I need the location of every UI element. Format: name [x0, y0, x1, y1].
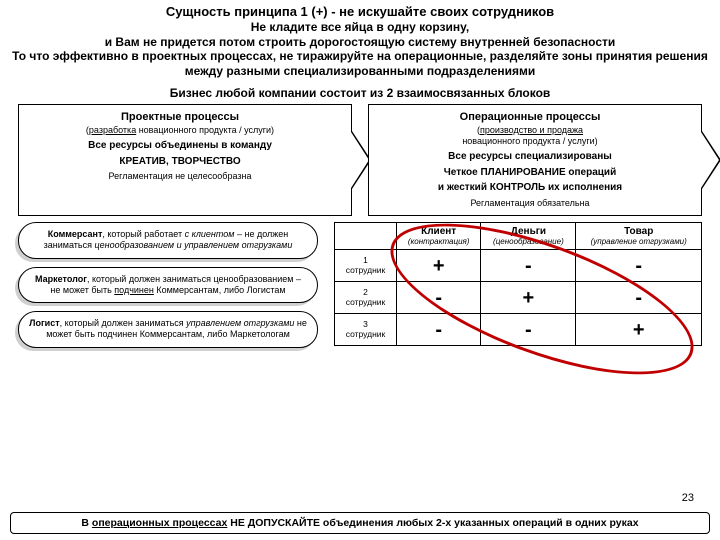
col-klient: Клиент(контрактация): [397, 223, 481, 250]
col-dengi: Деньги(ценообразование): [481, 223, 576, 250]
row2-label: 2сотрудник: [335, 282, 397, 314]
cell-1-1: +: [397, 250, 481, 282]
lower-row: Коммерсант, который работает с клиентом …: [0, 216, 720, 348]
cell-1-2: -: [481, 250, 576, 282]
project-reg: Регламентация не целесообразна: [27, 171, 333, 182]
table-row: 3сотрудник - - +: [335, 314, 702, 346]
oper-sub: (производство и продажановационного прод…: [377, 125, 683, 148]
col-tovar: Товар(управление отгрузками): [576, 223, 702, 250]
oper-title: Операционные процессы: [377, 111, 683, 125]
header-block: Сущность принципа 1 (+) - не искушайте с…: [0, 0, 720, 78]
header-line1: Сущность принципа 1 (+) - не искушайте с…: [10, 4, 710, 19]
matrix-wrap: Клиент(контрактация) Деньги(ценообразова…: [334, 222, 702, 346]
project-title: Проектные процессы: [27, 111, 333, 125]
project-line-a: Все ресурсы объединены в команду: [27, 140, 333, 153]
oper-reg: Регламентация обязательна: [377, 198, 683, 209]
row1-label: 1сотрудник: [335, 250, 397, 282]
cell-2-3: -: [576, 282, 702, 314]
arrow-row: Проектные процессы (разработка новационн…: [0, 104, 720, 216]
table-row: 2сотрудник - + -: [335, 282, 702, 314]
cell-2-2: +: [481, 282, 576, 314]
subheading: Бизнес любой компании состоит из 2 взаим…: [0, 86, 720, 100]
bubble-kommerсant: Коммерсант, который работает с клиентом …: [18, 222, 318, 259]
matrix-corner: [335, 223, 397, 250]
operational-processes-box: Операционные процессы (производство и пр…: [368, 104, 702, 216]
page-number: 23: [682, 492, 694, 504]
cell-2-1: -: [397, 282, 481, 314]
bubbles-column: Коммерсант, который работает с клиентом …: [18, 222, 318, 348]
project-processes-box: Проектные процессы (разработка новационн…: [18, 104, 352, 216]
table-row: 1сотрудник + - -: [335, 250, 702, 282]
footer-bar: В операционных процессах НЕ ДОПУСКАЙТЕ о…: [10, 512, 710, 534]
oper-line-b2: и жесткий КОНТРОЛЬ их исполнения: [377, 182, 683, 195]
row3-label: 3сотрудник: [335, 314, 397, 346]
cell-3-2: -: [481, 314, 576, 346]
project-sub: (разработка новационного продукта / услу…: [27, 125, 333, 136]
matrix-header-row: Клиент(контрактация) Деньги(ценообразова…: [335, 223, 702, 250]
cell-1-3: -: [576, 250, 702, 282]
header-line3: и Вам не придется потом строить дорогост…: [10, 35, 710, 49]
cell-3-1: -: [397, 314, 481, 346]
bubble-marketolog: Маркетолог, который должен заниматься це…: [18, 267, 318, 304]
bubble-logist: Логист, который должен заниматься управл…: [18, 311, 318, 348]
header-line2: Не кладите все яйца в одну корзину,: [10, 20, 710, 34]
header-line4: То что эффективно в проектных процессах,…: [10, 49, 710, 78]
oper-line-a: Все ресурсы специализированы: [377, 151, 683, 164]
cell-3-3: +: [576, 314, 702, 346]
project-line-b: КРЕАТИВ, ТВОРЧЕСТВО: [27, 156, 333, 169]
matrix-table: Клиент(контрактация) Деньги(ценообразова…: [334, 222, 702, 346]
oper-line-b1: Четкое ПЛАНИРОВАНИЕ операций: [377, 167, 683, 180]
